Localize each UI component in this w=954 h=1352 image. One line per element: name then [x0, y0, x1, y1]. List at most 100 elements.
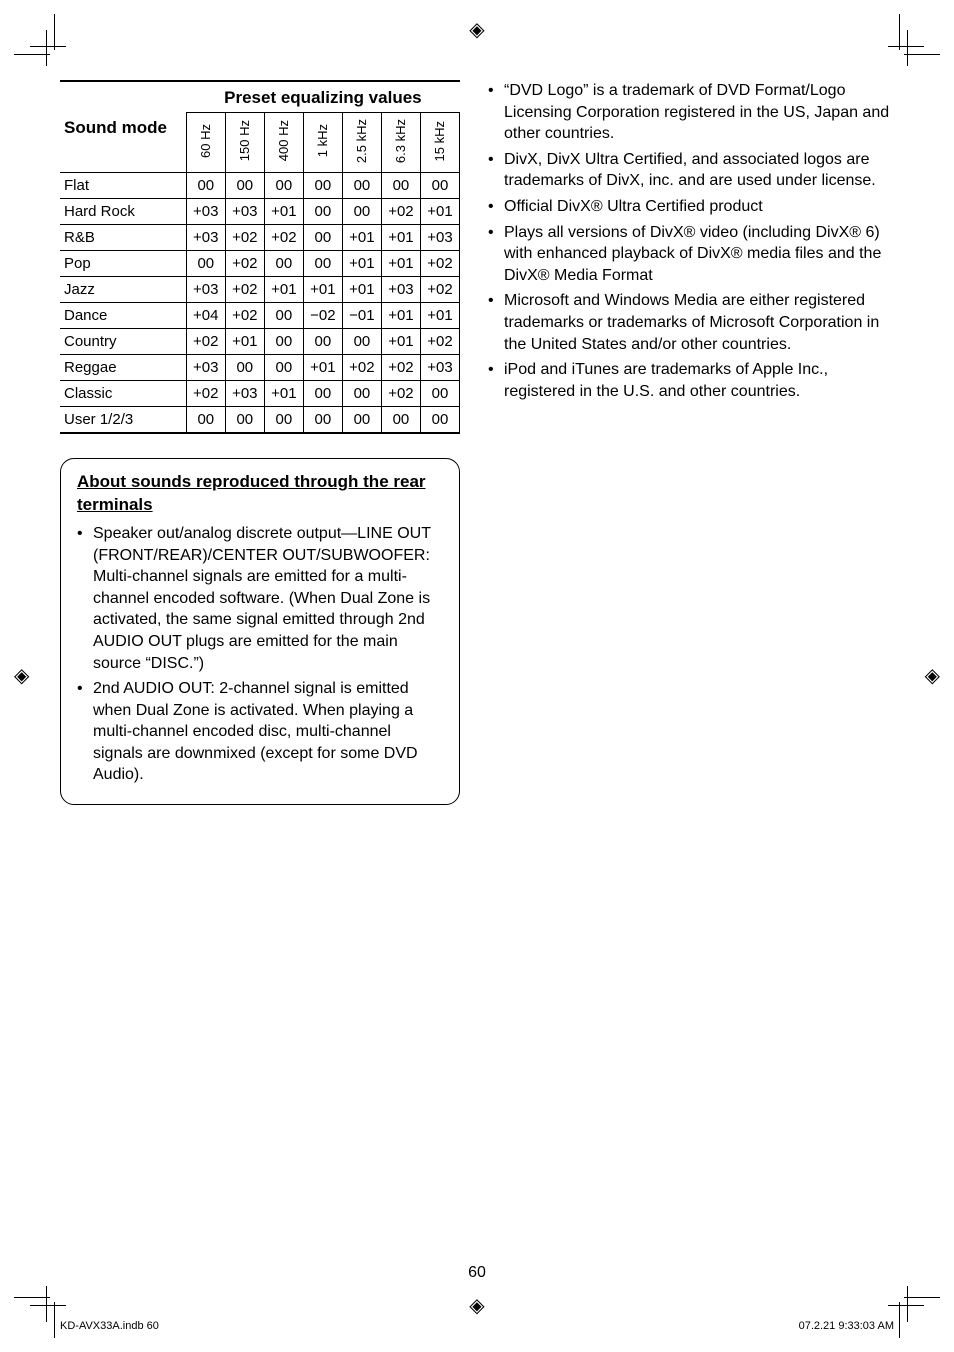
eq-cell: 00	[303, 407, 342, 434]
eq-cell: +02	[342, 355, 381, 381]
eq-cell: +01	[342, 251, 381, 277]
eq-cell: 00	[264, 173, 303, 199]
trademark-item: “DVD Logo” is a trademark of DVD Format/…	[488, 80, 894, 145]
eq-cell: +02	[381, 381, 420, 407]
eq-freq: 60 Hz	[186, 113, 225, 173]
eq-cell: +03	[186, 225, 225, 251]
eq-cell: 00	[186, 251, 225, 277]
eq-cell: +02	[264, 225, 303, 251]
eq-row: Reggae+030000+01+02+02+03	[60, 355, 460, 381]
crop-line	[46, 1286, 47, 1322]
eq-cell: 00	[225, 173, 264, 199]
left-column: Sound mode Preset equalizing values 60 H…	[60, 80, 460, 805]
eq-row: Classic+02+03+010000+0200	[60, 381, 460, 407]
eq-cell: 00	[264, 251, 303, 277]
eq-cell: +02	[381, 199, 420, 225]
eq-row: Flat00000000000000	[60, 173, 460, 199]
eq-cell: +02	[186, 381, 225, 407]
eq-cell: +02	[420, 251, 459, 277]
trademark-item: DivX, DivX Ultra Certified, and associat…	[488, 149, 894, 192]
trademark-item: iPod and iTunes are trademarks of Apple …	[488, 359, 894, 402]
eq-cell: −01	[342, 303, 381, 329]
about-item: Speaker out/analog discrete output—LINE …	[77, 523, 443, 674]
eq-row: R&B+03+02+0200+01+01+03	[60, 225, 460, 251]
crop-line	[907, 30, 908, 66]
eq-cell: +01	[420, 303, 459, 329]
eq-row-label: Country	[60, 329, 186, 355]
eq-cell: +03	[186, 355, 225, 381]
eq-cell: 00	[264, 407, 303, 434]
eq-cell: +03	[420, 355, 459, 381]
eq-cell: 00	[420, 381, 459, 407]
eq-cell: 00	[186, 407, 225, 434]
eq-table: Sound mode Preset equalizing values 60 H…	[60, 80, 460, 434]
eq-cell: 00	[381, 173, 420, 199]
eq-freq: 400 Hz	[264, 113, 303, 173]
trademark-item: Microsoft and Windows Media are either r…	[488, 290, 894, 355]
about-box: About sounds reproduced through the rear…	[60, 458, 460, 805]
eq-cell: 00	[342, 173, 381, 199]
eq-cell: +01	[381, 251, 420, 277]
eq-cell: +02	[225, 225, 264, 251]
crop-line	[888, 46, 924, 47]
eq-row: Dance+04+0200−02−01+01+01	[60, 303, 460, 329]
eq-cell: 00	[186, 173, 225, 199]
eq-cell: +04	[186, 303, 225, 329]
eq-row: Pop00+020000+01+01+02	[60, 251, 460, 277]
eq-freq: 2.5 kHz	[342, 113, 381, 173]
eq-cell: 00	[381, 407, 420, 434]
footer-left: KD-AVX33A.indb 60	[60, 1320, 159, 1332]
eq-row-label: User 1/2/3	[60, 407, 186, 434]
crop-line	[30, 46, 66, 47]
eq-cell: 00	[342, 199, 381, 225]
eq-cell: 00	[264, 303, 303, 329]
eq-cell: 00	[342, 407, 381, 434]
about-heading: About sounds reproduced through the rear…	[77, 471, 443, 517]
crop-line	[899, 14, 900, 50]
eq-cell: 00	[303, 381, 342, 407]
eq-cell: +02	[225, 277, 264, 303]
eq-row-label: Dance	[60, 303, 186, 329]
eq-cell: +02	[186, 329, 225, 355]
eq-cell: +03	[420, 225, 459, 251]
eq-cell: 00	[303, 329, 342, 355]
eq-cell: −02	[303, 303, 342, 329]
crop-line	[54, 1302, 55, 1338]
eq-cell: 00	[225, 407, 264, 434]
about-item: 2nd AUDIO OUT: 2-channel signal is emitt…	[77, 678, 443, 786]
eq-freq: 15 kHz	[420, 113, 459, 173]
crop-line	[907, 1286, 908, 1322]
page-number: 60	[0, 1264, 954, 1282]
crop-line	[30, 1305, 66, 1306]
crop-line	[14, 1297, 50, 1298]
eq-cell: 00	[303, 251, 342, 277]
eq-row: Jazz+03+02+01+01+01+03+02	[60, 277, 460, 303]
eq-row: Country+02+01000000+01+02	[60, 329, 460, 355]
eq-cell: +01	[264, 277, 303, 303]
eq-row-label: Pop	[60, 251, 186, 277]
reg-mark-top: ◈	[469, 20, 484, 40]
eq-super-header: Preset equalizing values	[186, 81, 459, 113]
eq-freq: 6.3 kHz	[381, 113, 420, 173]
footer-right: 07.2.21 9:33:03 AM	[799, 1320, 894, 1332]
eq-cell: +02	[225, 251, 264, 277]
eq-cell: +03	[225, 381, 264, 407]
eq-cell: +01	[303, 277, 342, 303]
eq-cell: +03	[381, 277, 420, 303]
crop-line	[888, 1305, 924, 1306]
eq-tbody: Flat00000000000000Hard Rock+03+03+010000…	[60, 173, 460, 434]
eq-cell: +02	[420, 329, 459, 355]
eq-cell: +02	[420, 277, 459, 303]
eq-cell: +01	[342, 277, 381, 303]
eq-cell: 00	[342, 329, 381, 355]
crop-line	[54, 14, 55, 50]
reg-mark-bottom: ◈	[469, 1296, 484, 1316]
trademark-item: Plays all versions of DivX® video (inclu…	[488, 222, 894, 287]
eq-cell: 00	[225, 355, 264, 381]
eq-cell: 00	[342, 381, 381, 407]
eq-cell: +02	[381, 355, 420, 381]
page: ◈ ◈ ◈ ◈ Sound mode Preset equalizing val…	[0, 0, 954, 1352]
eq-cell: 00	[420, 407, 459, 434]
crop-line	[904, 1297, 940, 1298]
eq-row: User 1/2/300000000000000	[60, 407, 460, 434]
